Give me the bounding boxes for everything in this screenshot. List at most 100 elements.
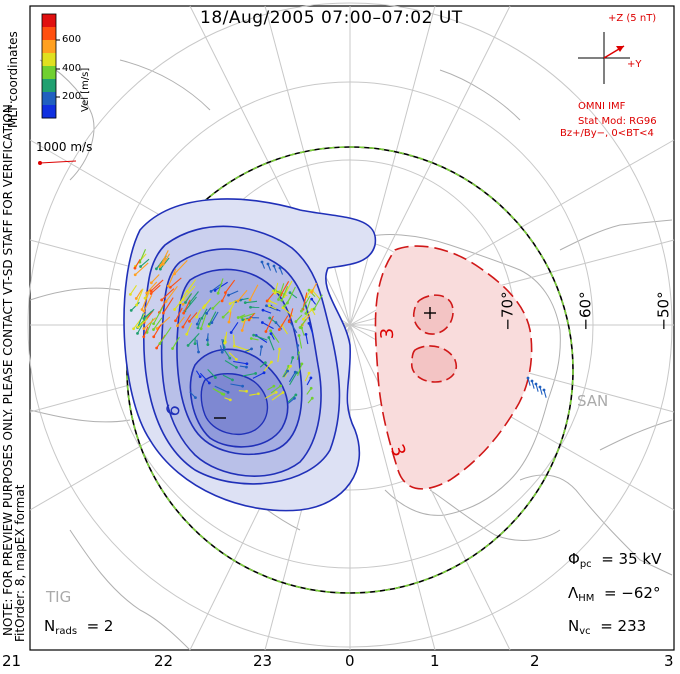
velocity-vector bbox=[245, 300, 258, 304]
reference-vector bbox=[38, 160, 77, 165]
velocity-vector-origin bbox=[274, 390, 278, 394]
velocity-vector bbox=[304, 372, 310, 382]
velocity-vectors bbox=[129, 249, 547, 404]
velocity-vector bbox=[133, 313, 146, 330]
velocity-vector bbox=[248, 313, 255, 321]
colorbar-tick-600: 600 bbox=[62, 34, 82, 45]
velocity-vector-origin bbox=[184, 301, 187, 304]
velocity-vector-origin bbox=[245, 389, 248, 393]
velocity-vector bbox=[143, 317, 157, 329]
velocity-vector bbox=[186, 322, 193, 335]
imf-source: OMNI IMF bbox=[578, 101, 626, 112]
velocity-vector-origin bbox=[310, 290, 313, 294]
velocity-vector bbox=[153, 317, 163, 330]
velocity-vector-origin bbox=[210, 321, 214, 325]
velocity-vector-origin bbox=[269, 332, 273, 336]
velocity-vector-origin bbox=[185, 332, 189, 336]
velocity-vector-origin bbox=[268, 316, 272, 320]
velocity-vector-origin bbox=[228, 398, 232, 402]
velocity-vector bbox=[210, 282, 223, 292]
velocity-vector-origin bbox=[224, 291, 227, 295]
velocity-vector bbox=[311, 282, 318, 293]
velocity-vector-origin bbox=[250, 347, 253, 351]
velocity-vector-origin bbox=[145, 291, 149, 295]
velocity-vector-origin bbox=[152, 335, 156, 339]
velocity-vector bbox=[271, 392, 284, 401]
velocity-vector-origin bbox=[245, 362, 249, 366]
colorbar-segment bbox=[42, 40, 56, 54]
velocity-vector bbox=[241, 318, 247, 331]
velocity-vector bbox=[184, 296, 197, 312]
velocity-vector-origin bbox=[264, 330, 268, 333]
velocity-vector-origin bbox=[270, 360, 273, 364]
velocity-vector-origin bbox=[294, 320, 298, 323]
velocity-vector-origin bbox=[136, 325, 140, 329]
mlt-label-3: 3 bbox=[664, 652, 674, 670]
fit-order-label: FitOrder: 8, mapEX format bbox=[13, 484, 27, 642]
velocity-vector-origin bbox=[304, 312, 308, 315]
velocity-vector bbox=[288, 308, 294, 322]
velocity-vector bbox=[182, 285, 196, 300]
velocity-vector bbox=[169, 277, 182, 288]
velocity-vector-origin bbox=[159, 263, 163, 267]
velocity-vector-origin bbox=[235, 357, 238, 361]
velocity-vector bbox=[135, 289, 143, 299]
velocity-vector bbox=[313, 294, 323, 310]
velocity-vector-origin bbox=[161, 311, 165, 315]
colorbar-segment bbox=[42, 79, 56, 93]
velocity-vector bbox=[277, 348, 281, 362]
velocity-vector-origin bbox=[195, 315, 199, 319]
velocity-vector bbox=[137, 324, 143, 334]
velocity-vector bbox=[172, 336, 180, 349]
velocity-vector-origin bbox=[267, 336, 271, 339]
velocity-vector-origin bbox=[300, 362, 304, 366]
velocity-vector bbox=[281, 324, 288, 335]
velocity-vector-origin bbox=[152, 328, 155, 331]
velocity-vector-origin bbox=[272, 264, 276, 268]
colorbar-segment bbox=[42, 14, 56, 28]
colorbar-tick-400: 400 bbox=[62, 63, 82, 74]
velocity-vector-origin bbox=[307, 371, 311, 375]
velocity-vector-origin bbox=[263, 361, 267, 365]
lat-label-50: −50° bbox=[654, 291, 673, 331]
velocity-vector-origin bbox=[260, 260, 264, 264]
velocity-vector-origin bbox=[266, 262, 270, 266]
velocity-vector bbox=[200, 314, 207, 329]
velocity-vector-origin bbox=[310, 396, 314, 400]
velocity-vector-origin bbox=[155, 267, 158, 271]
velocity-vector-origin bbox=[293, 370, 297, 374]
reference-vector-label: 1000 m/s bbox=[36, 140, 93, 154]
colorbar-tick-200: 200 bbox=[62, 91, 82, 102]
velocity-vector-origin bbox=[202, 306, 205, 310]
velocity-vector-origin bbox=[265, 299, 269, 303]
velocity-vector bbox=[278, 315, 289, 330]
coastlines bbox=[29, 59, 673, 651]
velocity-vector bbox=[175, 307, 183, 322]
velocity-vector-origin bbox=[173, 308, 176, 311]
imf-stat-mod: Stat Mod: RG96 bbox=[578, 116, 657, 127]
velocity-vector-origin bbox=[142, 317, 146, 320]
velocity-vector bbox=[174, 259, 188, 275]
contour-label-3a: 3 bbox=[377, 327, 399, 340]
velocity-vector bbox=[217, 278, 224, 294]
velocity-vector bbox=[288, 320, 298, 334]
velocity-vector-origin bbox=[254, 372, 258, 375]
velocity-vector bbox=[264, 391, 277, 399]
velocity-vector-origin bbox=[214, 376, 217, 379]
velocity-vector-origin bbox=[232, 344, 236, 348]
mlt-label-22: 22 bbox=[154, 652, 174, 670]
velocity-vector-origin bbox=[205, 338, 209, 342]
velocity-vector-origin bbox=[309, 386, 313, 390]
velocity-vector-origin bbox=[155, 346, 159, 350]
velocity-vector bbox=[143, 308, 155, 319]
velocity-vector bbox=[284, 297, 292, 307]
velocity-vector-origin bbox=[288, 291, 292, 295]
velocity-vector-origin bbox=[139, 265, 142, 268]
dawn-contour-3 bbox=[410, 345, 457, 383]
velocity-vector-origin bbox=[181, 325, 185, 329]
velocity-vector bbox=[134, 262, 149, 276]
velocity-vector bbox=[262, 309, 272, 314]
velocity-vector bbox=[252, 372, 265, 379]
velocity-vector-origin bbox=[205, 311, 208, 315]
